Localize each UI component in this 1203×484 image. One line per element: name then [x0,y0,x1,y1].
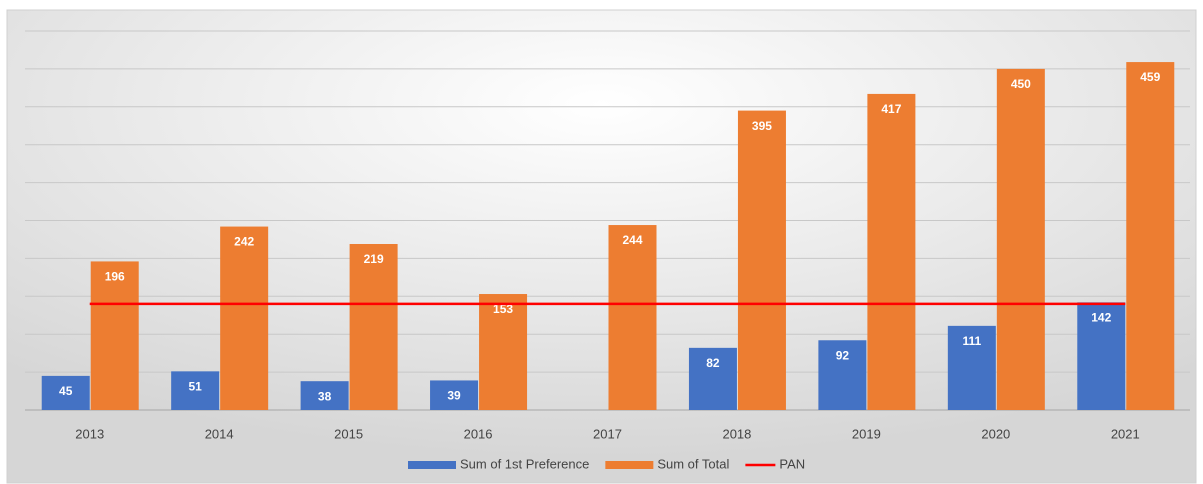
value-label: 39 [447,389,461,403]
x-tick-label: 2014 [205,426,234,441]
bar [349,243,398,410]
value-label: 242 [234,235,254,249]
bar [737,110,786,410]
bar [867,93,916,410]
x-tick-label: 2016 [464,426,493,441]
legend-swatch [605,461,654,469]
bar [90,261,139,410]
x-tick-label: 2020 [981,426,1010,441]
value-label: 196 [105,270,125,284]
value-label: 51 [188,380,202,394]
bar [300,381,349,410]
legend-label: PAN [779,456,805,471]
bar [220,226,269,410]
value-label: 153 [493,302,513,316]
value-label: 45 [59,384,73,398]
value-label: 219 [364,252,384,266]
bar [947,325,996,410]
x-tick-label: 2015 [334,426,363,441]
value-label: 450 [1011,77,1031,91]
legend-label: Sum of 1st Preference [460,456,589,471]
x-tick-label: 2018 [722,426,751,441]
value-label: 417 [881,102,901,116]
value-label: 459 [1140,70,1160,84]
x-tick-label: 2017 [593,426,622,441]
bar [688,347,737,410]
legend-label: Sum of Total [657,456,729,471]
bar [171,371,220,410]
x-tick-label: 2019 [852,426,881,441]
value-label: 82 [706,356,720,370]
x-tick-label: 2021 [1111,426,1140,441]
bar [818,340,867,410]
value-label: 38 [318,389,332,403]
bar [41,375,90,410]
value-label: 92 [836,348,850,362]
bar [479,294,528,410]
x-tick-label: 2013 [75,426,104,441]
bar [1077,302,1126,410]
value-label: 142 [1091,311,1111,325]
bar [996,68,1045,411]
legend-swatch [408,461,456,469]
value-label: 111 [962,334,981,348]
value-label: 395 [752,119,772,133]
bar [1126,62,1175,410]
value-label: 244 [622,233,642,247]
bar [430,380,479,410]
bar [608,225,657,410]
